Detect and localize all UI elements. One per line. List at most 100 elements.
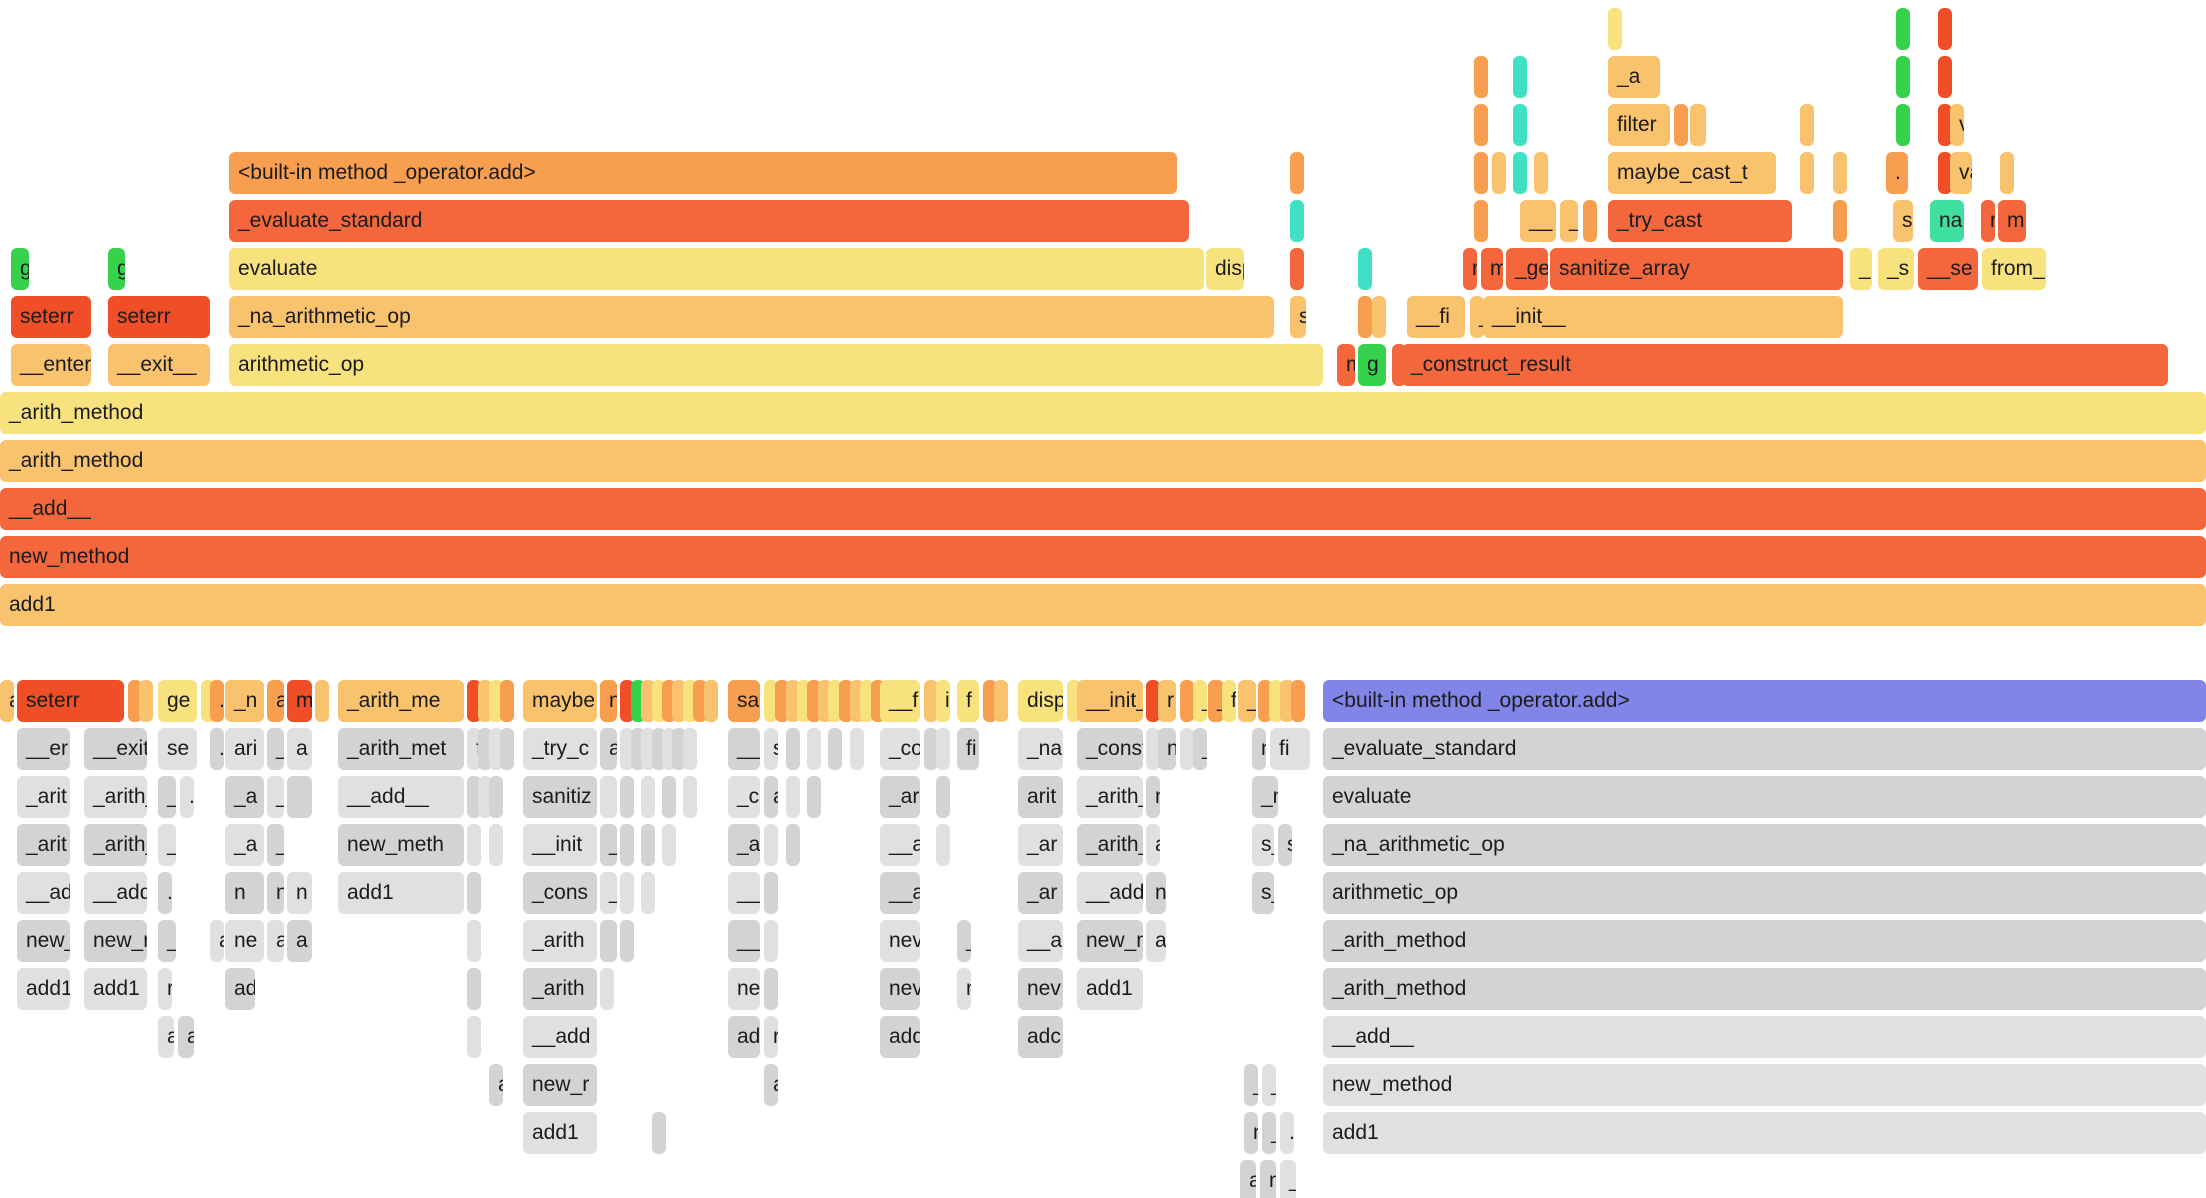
frame-sliver[interactable]	[641, 824, 655, 866]
frame-sliver[interactable]	[983, 680, 997, 722]
frame-sliver[interactable]	[807, 728, 821, 770]
frame-_a[interactable]: _a	[267, 776, 284, 818]
frame-_a[interactable]: _a	[267, 728, 284, 770]
frame-sliver[interactable]	[704, 680, 718, 722]
frame-maybe[interactable]: maybe	[523, 680, 597, 722]
frame-_a[interactable]: _a	[225, 776, 264, 818]
frame-add1[interactable]: add1	[0, 584, 2206, 626]
frame-sliver[interactable]	[467, 1016, 481, 1058]
frame-sliver[interactable]	[1938, 152, 1952, 194]
frame-new_meth[interactable]: new_meth	[338, 824, 464, 866]
frame-_[interactable]: _	[1238, 680, 1256, 722]
frame-sliver[interactable]	[1896, 104, 1910, 146]
frame-sliver[interactable]	[672, 728, 686, 770]
frame-_c[interactable]: _c	[728, 776, 760, 818]
frame-evaluate[interactable]: evaluate	[1323, 776, 2206, 818]
frame-_arith_method[interactable]: _arith_method	[0, 392, 2206, 434]
frame-fi[interactable]: fi	[957, 728, 979, 770]
frame-seterr[interactable]: seterr	[17, 680, 124, 722]
frame-n[interactable]: n	[225, 872, 264, 914]
frame-n[interactable]: n	[267, 872, 284, 914]
frame-evaluate[interactable]: evaluate	[229, 248, 1204, 290]
frame-a[interactable]: a	[287, 728, 312, 770]
frame-sliver[interactable]	[1513, 104, 1527, 146]
frame-.[interactable]: .	[210, 680, 224, 722]
frame-sliver[interactable]	[478, 776, 492, 818]
frame-sliver[interactable]	[600, 920, 617, 962]
frame-sliver[interactable]	[489, 776, 503, 818]
frame-sliver[interactable]	[1938, 104, 1952, 146]
frame-_ge[interactable]: _ge	[1506, 248, 1548, 290]
frame-sliver[interactable]	[315, 680, 329, 722]
frame-sliver[interactable]	[128, 680, 142, 722]
frame-_arith_method[interactable]: _arith_method	[0, 440, 2206, 482]
frame-__add[interactable]: __add	[523, 1016, 597, 1058]
frame-sliver[interactable]	[764, 920, 778, 962]
frame-__[interactable]: __	[267, 824, 284, 866]
frame-se[interactable]: se	[158, 728, 197, 770]
frame-sliver[interactable]	[994, 680, 1008, 722]
frame-sliver[interactable]	[1280, 680, 1294, 722]
frame-__ad[interactable]: __ad	[17, 872, 70, 914]
frame-n[interactable]: n	[1146, 776, 1160, 818]
frame-seterr[interactable]: seterr	[108, 296, 210, 338]
frame-_[interactable]: _	[1280, 1160, 1296, 1198]
frame-fi[interactable]: fi	[1270, 728, 1310, 770]
frame-_[interactable]: _	[158, 824, 176, 866]
frame-sliver[interactable]	[1269, 680, 1283, 722]
frame-sliver[interactable]	[467, 920, 481, 962]
frame-add[interactable]: add	[880, 1016, 920, 1058]
frame-a[interactable]: a	[764, 1064, 778, 1106]
frame-_arith_[interactable]: _arith_	[84, 824, 147, 866]
frame-__add_[interactable]: __add_	[1077, 872, 1143, 914]
frame-_arith_[interactable]: _arith_	[1077, 824, 1143, 866]
frame-_[interactable]: _	[158, 776, 176, 818]
frame-sliver[interactable]	[764, 824, 778, 866]
frame-_a[interactable]: _a	[600, 824, 617, 866]
frame-sliver[interactable]	[662, 776, 676, 818]
frame-new_method[interactable]: new_method	[0, 536, 2206, 578]
frame-_[interactable]: _	[158, 920, 176, 962]
frame-sliver[interactable]	[775, 680, 789, 722]
frame-_n[interactable]: _n	[225, 680, 264, 722]
frame-sliver[interactable]	[786, 680, 800, 722]
frame-s[interactable]: s	[1893, 200, 1913, 242]
frame-s[interactable]: s	[1290, 296, 1306, 338]
frame-__[interactable]: __	[1520, 200, 1556, 242]
frame-ari[interactable]: ari	[225, 728, 264, 770]
frame-a[interactable]: a	[267, 680, 284, 722]
frame-__fi[interactable]: __fi	[1407, 296, 1465, 338]
frame-sliver[interactable]	[764, 872, 778, 914]
frame-a[interactable]: a	[1240, 1160, 1256, 1198]
frame-g[interactable]: g	[1358, 344, 1386, 386]
frame-ge[interactable]: ge	[158, 680, 197, 722]
frame-sliver[interactable]	[1800, 152, 1814, 194]
frame-_arith[interactable]: _arith	[523, 968, 597, 1010]
frame-_[interactable]: _	[1193, 728, 1207, 770]
frame-sliver[interactable]	[1583, 200, 1597, 242]
frame-sliver[interactable]	[1372, 296, 1386, 338]
frame-new_[interactable]: new_	[17, 920, 70, 962]
frame-sliver[interactable]	[828, 680, 842, 722]
frame-sliver[interactable]	[1180, 728, 1194, 770]
frame-sliver[interactable]	[1290, 152, 1304, 194]
frame-_arith_[interactable]: _arith_	[84, 776, 147, 818]
frame-_[interactable]: _	[1560, 200, 1578, 242]
frame-built-in-method-_operator.add[interactable]: <built-in method _operator.add>	[229, 152, 1177, 194]
frame-_m[interactable]: _m	[1252, 776, 1278, 818]
frame-r[interactable]: r	[764, 1016, 778, 1058]
frame-__init[interactable]: __init	[523, 824, 597, 866]
frame-n[interactable]: n	[1260, 1160, 1276, 1198]
frame-sliver[interactable]	[600, 968, 614, 1010]
frame-_na_arithmetic_op[interactable]: _na_arithmetic_op	[229, 296, 1274, 338]
frame-_arit[interactable]: _arit	[17, 776, 70, 818]
frame-__a[interactable]: __a	[1018, 920, 1063, 962]
frame-sliver[interactable]	[467, 824, 481, 866]
frame-new_method[interactable]: new_method	[1323, 1064, 2206, 1106]
frame-__add_[interactable]: __add_	[84, 872, 147, 914]
frame-sliver[interactable]	[662, 824, 676, 866]
frame-sliver[interactable]	[1833, 152, 1847, 194]
frame-sliver[interactable]	[1690, 104, 1706, 146]
frame-.[interactable]: .	[210, 728, 224, 770]
frame-_[interactable]: _	[957, 920, 971, 962]
